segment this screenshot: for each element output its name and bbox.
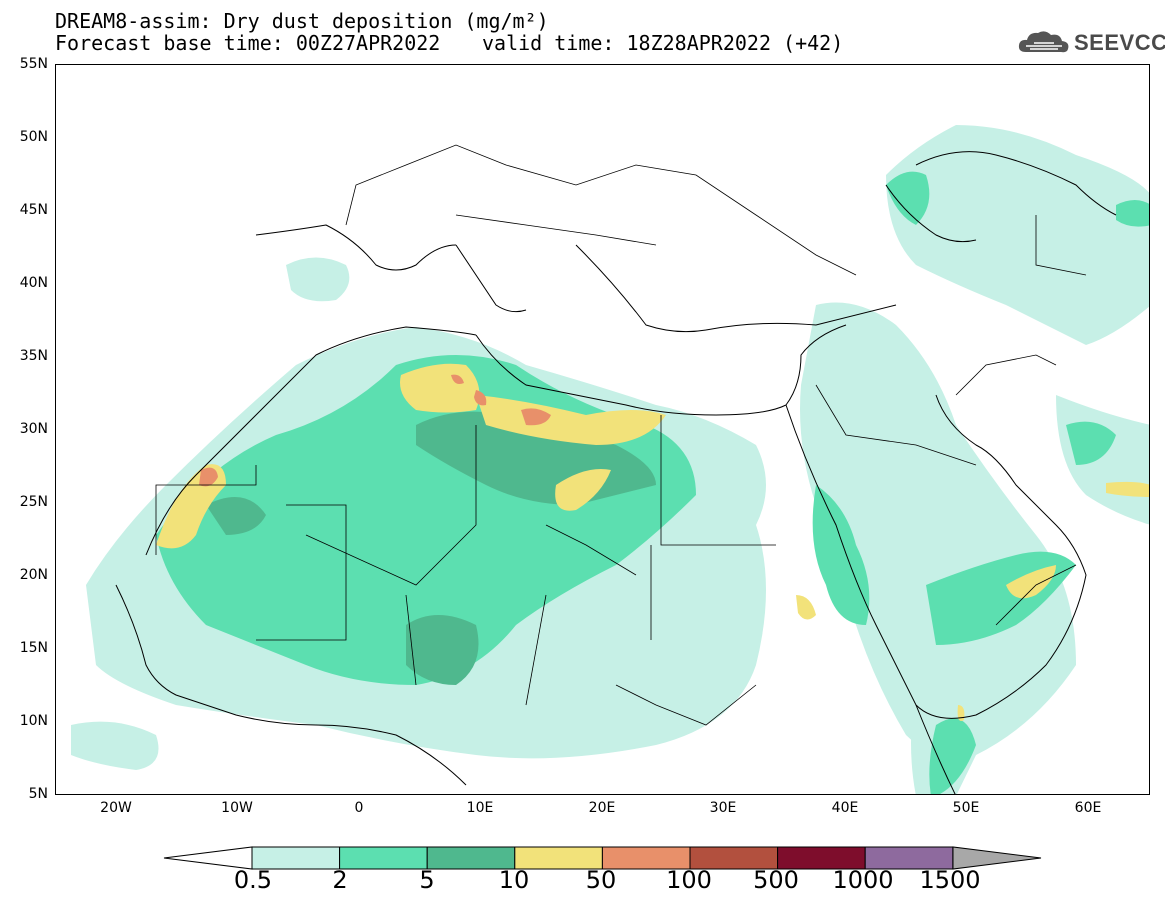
lon-label-30e: 30E [709, 800, 737, 816]
colorbar-label-10: 10 [498, 866, 530, 894]
colorbar-label-500: 500 [753, 866, 799, 894]
deposition-yellow-layer [156, 363, 1149, 721]
lon-label-0: 0 [354, 800, 364, 816]
lat-label-20n: 20N [19, 567, 48, 583]
valid-time: valid time: 18Z28APR2022 (+42) [482, 31, 844, 55]
lon-label-20w: 20W [100, 800, 132, 816]
colorbar [163, 846, 1042, 870]
lat-label-30n: 30N [19, 421, 48, 437]
forecast-base-time: Forecast base time: 00Z27APR2022 [55, 31, 441, 55]
lon-label-10w: 10W [221, 800, 253, 816]
colorbar-label-5: 5 [419, 866, 435, 894]
seevccc-logo: SEEVCCC [1016, 26, 1165, 58]
colorbar-label-1500: 1500 [919, 866, 981, 894]
lat-label-25n: 25N [19, 494, 48, 510]
colorbar-label-1000: 1000 [832, 866, 894, 894]
map-canvas [71, 125, 1149, 794]
lon-label-20e: 20E [588, 800, 616, 816]
lat-label-10n: 10N [19, 713, 48, 729]
deposition-orange-layer [199, 374, 551, 487]
lat-label-50n: 50N [19, 129, 48, 145]
lon-label-40e: 40E [831, 800, 859, 816]
colorbar-over-triangle [952, 846, 1042, 870]
dust-deposition-map [55, 64, 1150, 795]
lat-label-55n: 55N [19, 56, 48, 72]
colorbar-label-2: 2 [332, 866, 348, 894]
colorbar-label-50: 50 [585, 866, 617, 894]
cloud-icon [1018, 31, 1069, 53]
lat-label-35n: 35N [19, 348, 48, 364]
colorbar-label-100: 100 [666, 866, 712, 894]
lon-label-10e: 10E [466, 800, 494, 816]
lat-label-5n: 5N [28, 786, 48, 802]
colorbar-label-0-5: 0.5 [233, 866, 273, 894]
coastlines [115, 151, 1117, 794]
lon-label-60e: 60E [1074, 800, 1102, 816]
map-title: DREAM8-assim: Dry dust deposition (mg/m²… [55, 9, 549, 33]
lat-label-15n: 15N [19, 640, 48, 656]
logo-text: SEEVCCC [1074, 30, 1165, 55]
lon-label-50e: 50E [952, 800, 980, 816]
lat-label-40n: 40N [19, 275, 48, 291]
lat-label-45n: 45N [19, 202, 48, 218]
borders [155, 144, 1087, 726]
